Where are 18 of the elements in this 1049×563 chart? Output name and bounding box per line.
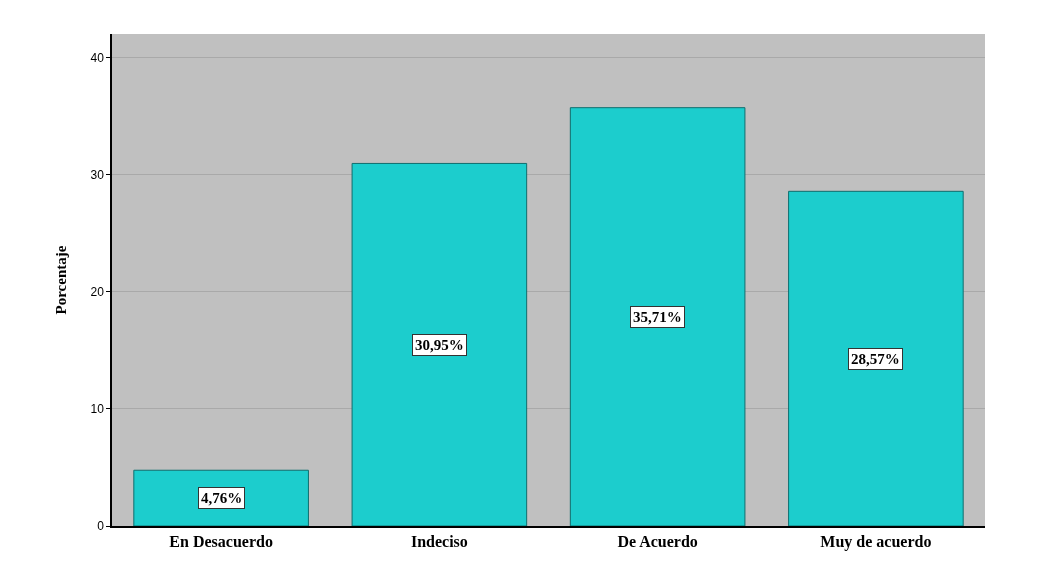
- y-tick-label: 0: [97, 519, 105, 534]
- x-tick-label: Indeciso: [410, 532, 468, 550]
- x-tick-label: De Acuerdo: [617, 532, 698, 550]
- bar: [133, 469, 309, 526]
- bar: [788, 190, 964, 526]
- y-tick-label: 40: [90, 50, 105, 65]
- bar: [569, 107, 746, 526]
- y-tick-label: 30: [90, 167, 105, 182]
- data-label: 35,71%: [633, 309, 682, 325]
- y-axis-title: Porcentaje: [53, 245, 70, 315]
- y-tick-label: 10: [90, 402, 105, 417]
- x-tick-label: Muy de acuerdo: [820, 532, 932, 551]
- y-tick-label: 20: [90, 284, 105, 299]
- data-label: 30,95%: [415, 337, 464, 353]
- x-tick-label: En Desacuerdo: [169, 532, 273, 550]
- data-label: 4,76%: [201, 490, 243, 506]
- data-label: 28,57%: [851, 351, 900, 367]
- bar: [351, 162, 528, 526]
